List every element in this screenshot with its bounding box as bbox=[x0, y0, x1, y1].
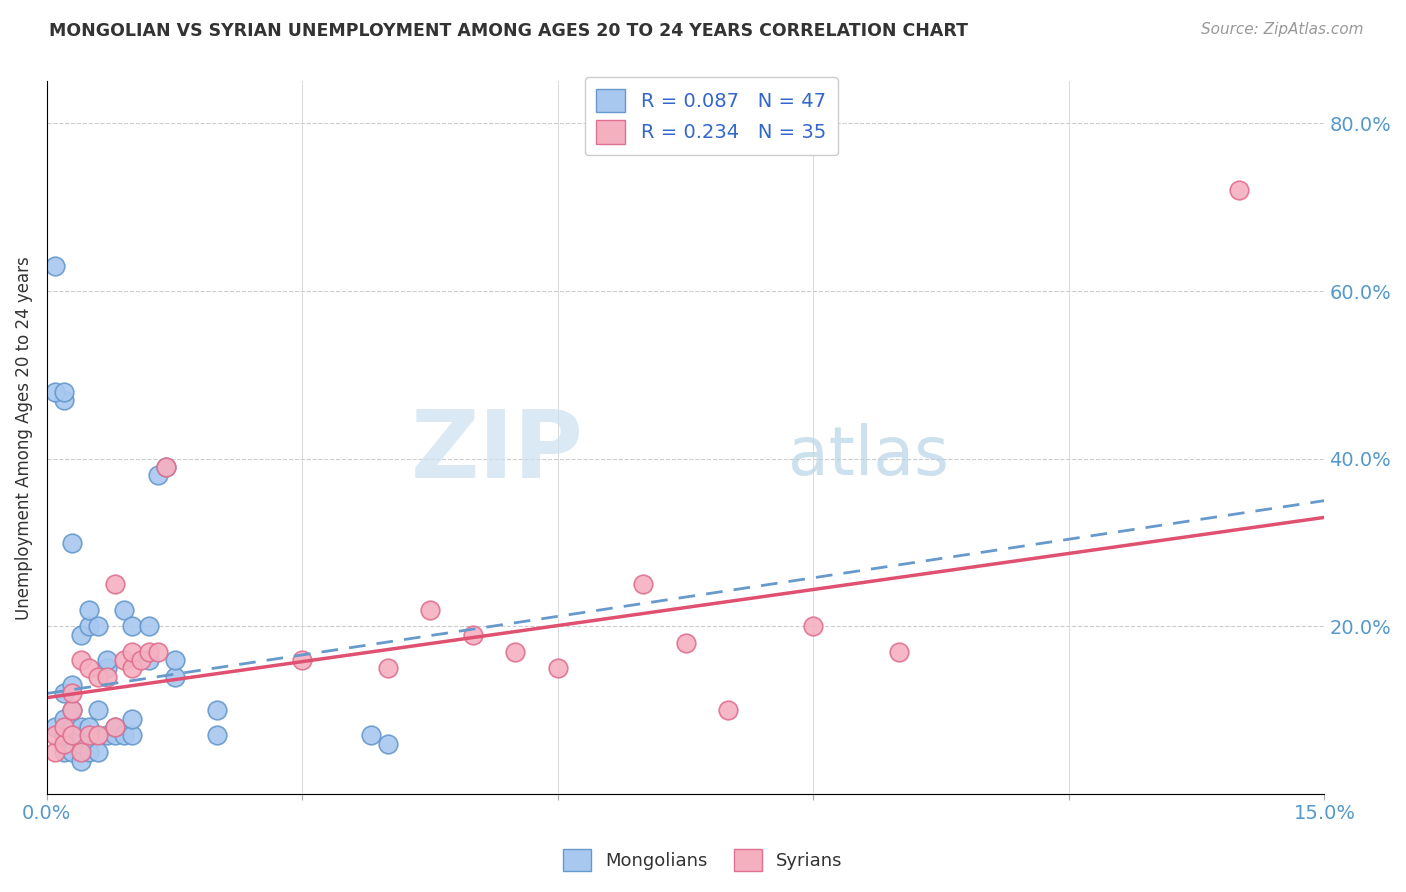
Point bbox=[419, 602, 441, 616]
Point bbox=[79, 661, 101, 675]
Point bbox=[87, 745, 110, 759]
Point bbox=[79, 720, 101, 734]
Point bbox=[155, 460, 177, 475]
Point bbox=[44, 745, 66, 759]
Point bbox=[44, 384, 66, 399]
Point bbox=[163, 653, 186, 667]
Point bbox=[62, 535, 84, 549]
Point bbox=[360, 728, 382, 742]
Point bbox=[803, 619, 825, 633]
Point bbox=[138, 653, 160, 667]
Point bbox=[79, 728, 101, 742]
Point bbox=[44, 720, 66, 734]
Point bbox=[112, 728, 135, 742]
Point bbox=[52, 384, 75, 399]
Point bbox=[62, 678, 84, 692]
Point bbox=[87, 728, 110, 742]
Point bbox=[62, 745, 84, 759]
Legend: R = 0.087   N = 47, R = 0.234   N = 35: R = 0.087 N = 47, R = 0.234 N = 35 bbox=[585, 77, 838, 155]
Point bbox=[52, 392, 75, 407]
Point bbox=[52, 737, 75, 751]
Point bbox=[121, 644, 143, 658]
Text: Source: ZipAtlas.com: Source: ZipAtlas.com bbox=[1201, 22, 1364, 37]
Point bbox=[70, 728, 93, 742]
Point bbox=[146, 468, 169, 483]
Point bbox=[461, 628, 484, 642]
Point bbox=[547, 661, 569, 675]
Point bbox=[70, 628, 93, 642]
Point bbox=[52, 720, 75, 734]
Point bbox=[121, 661, 143, 675]
Point bbox=[146, 644, 169, 658]
Point bbox=[631, 577, 654, 591]
Text: ZIP: ZIP bbox=[411, 406, 583, 498]
Point bbox=[291, 653, 314, 667]
Point bbox=[104, 720, 127, 734]
Point bbox=[62, 728, 84, 742]
Point bbox=[121, 728, 143, 742]
Point bbox=[70, 745, 93, 759]
Text: atlas: atlas bbox=[787, 423, 949, 489]
Point bbox=[887, 644, 910, 658]
Y-axis label: Unemployment Among Ages 20 to 24 years: Unemployment Among Ages 20 to 24 years bbox=[15, 256, 32, 620]
Point bbox=[104, 577, 127, 591]
Legend: Mongolians, Syrians: Mongolians, Syrians bbox=[557, 842, 849, 879]
Point bbox=[505, 644, 527, 658]
Point bbox=[70, 754, 93, 768]
Point bbox=[70, 720, 93, 734]
Point bbox=[79, 745, 101, 759]
Point bbox=[62, 720, 84, 734]
Point bbox=[62, 703, 84, 717]
Point bbox=[377, 661, 399, 675]
Point bbox=[675, 636, 697, 650]
Point bbox=[87, 670, 110, 684]
Point bbox=[104, 728, 127, 742]
Point bbox=[62, 686, 84, 700]
Point bbox=[104, 720, 127, 734]
Point bbox=[44, 259, 66, 273]
Point bbox=[96, 653, 118, 667]
Point bbox=[717, 703, 740, 717]
Point bbox=[138, 619, 160, 633]
Point bbox=[96, 728, 118, 742]
Point bbox=[163, 670, 186, 684]
Point bbox=[121, 712, 143, 726]
Point bbox=[96, 661, 118, 675]
Point bbox=[70, 737, 93, 751]
Point bbox=[87, 619, 110, 633]
Point bbox=[79, 619, 101, 633]
Point bbox=[112, 602, 135, 616]
Text: MONGOLIAN VS SYRIAN UNEMPLOYMENT AMONG AGES 20 TO 24 YEARS CORRELATION CHART: MONGOLIAN VS SYRIAN UNEMPLOYMENT AMONG A… bbox=[49, 22, 969, 40]
Point bbox=[205, 728, 228, 742]
Point bbox=[205, 703, 228, 717]
Point bbox=[79, 602, 101, 616]
Point bbox=[52, 745, 75, 759]
Point bbox=[44, 728, 66, 742]
Point bbox=[62, 728, 84, 742]
Point bbox=[52, 728, 75, 742]
Point bbox=[155, 460, 177, 475]
Point bbox=[129, 653, 152, 667]
Point bbox=[52, 712, 75, 726]
Point bbox=[112, 653, 135, 667]
Point bbox=[62, 703, 84, 717]
Point bbox=[70, 653, 93, 667]
Point bbox=[1227, 183, 1250, 197]
Point bbox=[377, 737, 399, 751]
Point bbox=[138, 644, 160, 658]
Point bbox=[87, 703, 110, 717]
Point bbox=[52, 686, 75, 700]
Point bbox=[96, 670, 118, 684]
Point bbox=[121, 619, 143, 633]
